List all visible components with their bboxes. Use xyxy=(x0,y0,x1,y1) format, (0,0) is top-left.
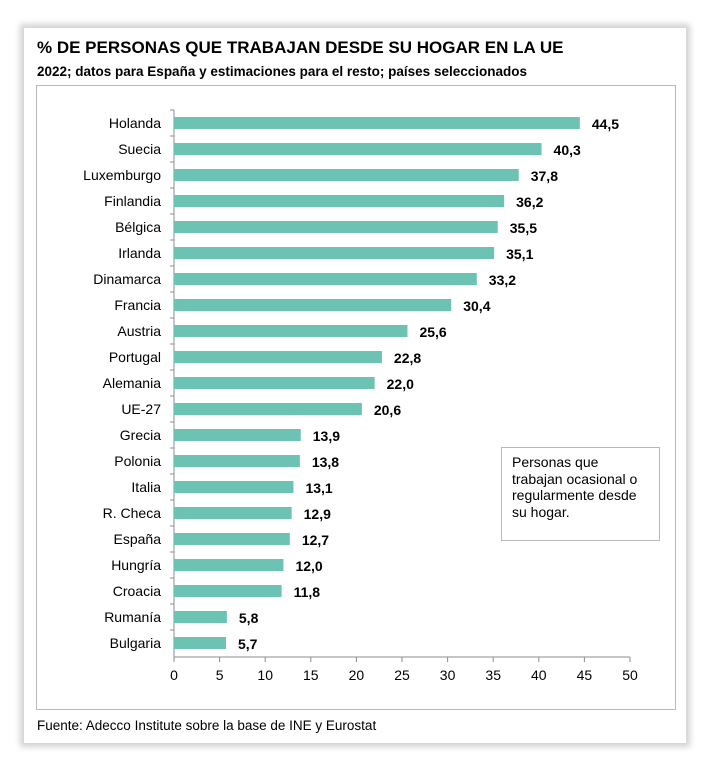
category-label: R. Checa xyxy=(103,505,162,521)
bar xyxy=(174,507,292,519)
chart-card: % DE PERSONAS QUE TRABAJAN DESDE SU HOGA… xyxy=(24,28,686,743)
bar xyxy=(174,403,362,415)
data-label: 20,6 xyxy=(374,402,401,418)
x-tick-label: 50 xyxy=(622,667,638,683)
category-label: Croacia xyxy=(113,583,161,599)
data-label: 35,5 xyxy=(510,220,537,236)
plot-frame xyxy=(36,85,676,710)
bar xyxy=(174,117,580,129)
x-tick-label: 25 xyxy=(394,667,410,683)
category-label: Grecia xyxy=(120,427,161,443)
category-label: Polonia xyxy=(114,453,161,469)
category-label: Dinamarca xyxy=(93,271,161,287)
bar xyxy=(174,169,519,181)
chart-title: % DE PERSONAS QUE TRABAJAN DESDE SU HOGA… xyxy=(37,38,564,57)
bar xyxy=(174,559,284,571)
category-label: Austria xyxy=(117,323,161,339)
category-label: Luxemburgo xyxy=(83,167,161,183)
chart-subtitle: 2022; datos para España y estimaciones p… xyxy=(37,64,527,79)
category-label: Alemania xyxy=(103,375,162,391)
category-label: Irlanda xyxy=(118,245,161,261)
category-label: UE-27 xyxy=(121,401,161,417)
bar-chart: Holanda 44,5 Suecia 40,3 Luxemburgo 37,8 Finla… xyxy=(83,109,638,683)
x-tick-label: 5 xyxy=(216,667,224,683)
bar xyxy=(174,273,477,285)
source-note: Fuente: Adecco Institute sobre la base d… xyxy=(37,718,377,733)
data-label: 11,8 xyxy=(294,584,321,600)
data-label: 40,3 xyxy=(554,142,581,158)
x-tick-label: 40 xyxy=(531,667,547,683)
bar xyxy=(174,637,226,649)
data-label: 44,5 xyxy=(592,116,619,132)
data-label: 12,9 xyxy=(304,506,331,522)
bar xyxy=(174,299,452,311)
category-label: Hungría xyxy=(111,557,161,573)
bar xyxy=(174,143,542,155)
annotation-box: Personas que trabajan ocasional o regula… xyxy=(501,447,660,541)
x-tick-label: 10 xyxy=(257,667,273,683)
x-tick-label: 20 xyxy=(349,667,365,683)
data-label: 13,8 xyxy=(312,454,339,470)
bar xyxy=(174,585,282,597)
data-label: 35,1 xyxy=(506,246,533,262)
bar xyxy=(174,351,382,363)
data-label: 22,0 xyxy=(387,376,414,392)
data-label: 25,6 xyxy=(419,324,446,340)
data-label: 37,8 xyxy=(531,168,558,184)
x-tick-label: 35 xyxy=(485,667,501,683)
category-label: Suecia xyxy=(118,141,161,157)
data-label: 12,0 xyxy=(295,558,322,574)
category-label: Francia xyxy=(114,297,161,313)
data-label: 30,4 xyxy=(463,298,490,314)
bar xyxy=(174,611,227,623)
category-label: Italia xyxy=(131,479,161,495)
category-label: Holanda xyxy=(109,115,161,131)
category-label: España xyxy=(114,531,162,547)
data-label: 13,1 xyxy=(305,480,332,496)
x-tick-label: 30 xyxy=(440,667,456,683)
category-label: Finlandia xyxy=(104,193,161,209)
data-label: 5,8 xyxy=(239,610,259,626)
category-label: Rumanía xyxy=(104,609,161,625)
bar xyxy=(174,455,300,467)
data-label: 5,7 xyxy=(238,636,258,652)
category-label: Bélgica xyxy=(115,219,161,235)
data-label: 12,7 xyxy=(302,532,329,548)
bar xyxy=(174,195,505,207)
data-label: 33,2 xyxy=(489,272,516,288)
bar xyxy=(174,247,495,259)
category-label: Bulgaria xyxy=(110,635,162,651)
bar xyxy=(174,481,294,493)
bar xyxy=(174,429,301,441)
bar xyxy=(174,533,290,545)
bar xyxy=(174,377,375,389)
x-tick-label: 45 xyxy=(577,667,593,683)
bar xyxy=(174,325,408,337)
x-tick-label: 15 xyxy=(303,667,319,683)
category-label: Portugal xyxy=(109,349,161,365)
bar xyxy=(174,221,498,233)
data-label: 22,8 xyxy=(394,350,421,366)
data-label: 36,2 xyxy=(516,194,543,210)
x-tick-label: 0 xyxy=(170,667,178,683)
data-label: 13,9 xyxy=(313,428,340,444)
